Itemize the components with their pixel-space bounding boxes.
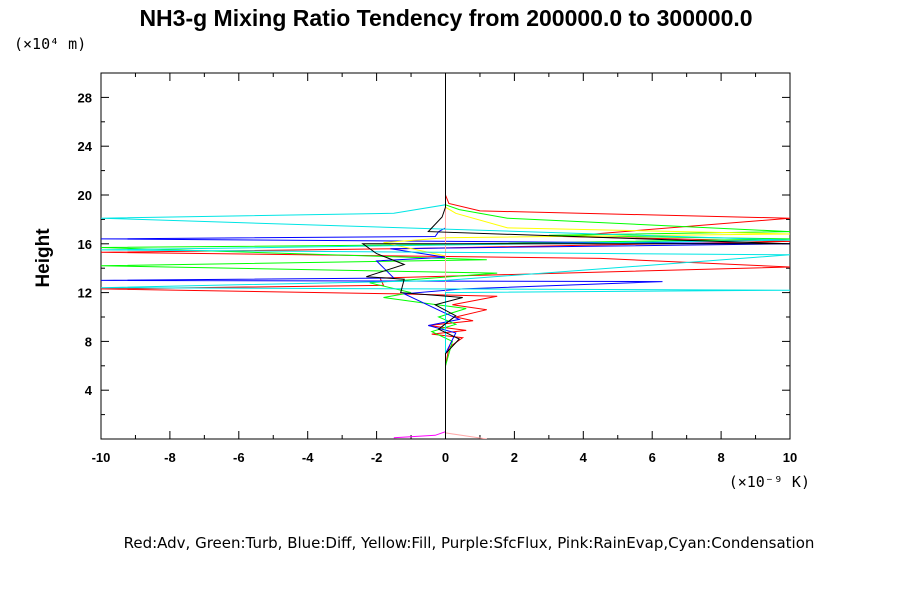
series-diff-line: [101, 73, 790, 439]
x-tick-label: 2: [511, 450, 518, 465]
x-tick-label: 6: [649, 450, 656, 465]
x-tick-label: -2: [371, 450, 383, 465]
series-adv-line: [101, 73, 790, 439]
y-tick-label: 16: [78, 237, 92, 252]
y-tick-label: 20: [78, 188, 92, 203]
series-rainevap-line: [445, 73, 487, 439]
x-tick-label: 8: [717, 450, 724, 465]
x-tick-label: 0: [442, 450, 449, 465]
x-tick-label: -10: [92, 450, 111, 465]
series-lines: [101, 73, 790, 439]
x-tick-label: -4: [302, 450, 314, 465]
y-tick-label: 8: [85, 334, 92, 349]
x-tick-label: 4: [580, 450, 588, 465]
y-tick-label: 28: [78, 90, 92, 105]
legend-text: Red:Adv, Green:Turb, Blue:Diff, Yellow:F…: [124, 534, 815, 552]
series-fill-line: [383, 73, 790, 439]
y-axis-label: Height: [33, 228, 54, 288]
y-tick-label: 12: [78, 286, 92, 301]
series-condensation-line: [101, 73, 790, 439]
y-unit-label: (×10⁴ m): [14, 35, 86, 53]
y-tick-label: 24: [78, 139, 93, 154]
x-unit-label: (×10⁻⁹ K): [729, 473, 810, 491]
chart-title: NH3-g Mixing Ratio Tendency from 200000.…: [139, 5, 752, 31]
x-tick-label: -8: [164, 450, 176, 465]
series-total-line: [361, 73, 790, 439]
series-turb-line: [101, 73, 790, 436]
series-sfcflux-line: [393, 73, 446, 439]
x-tick-label: -6: [233, 450, 245, 465]
y-tick-label: 4: [85, 383, 93, 398]
x-tick-label: 10: [783, 450, 797, 465]
